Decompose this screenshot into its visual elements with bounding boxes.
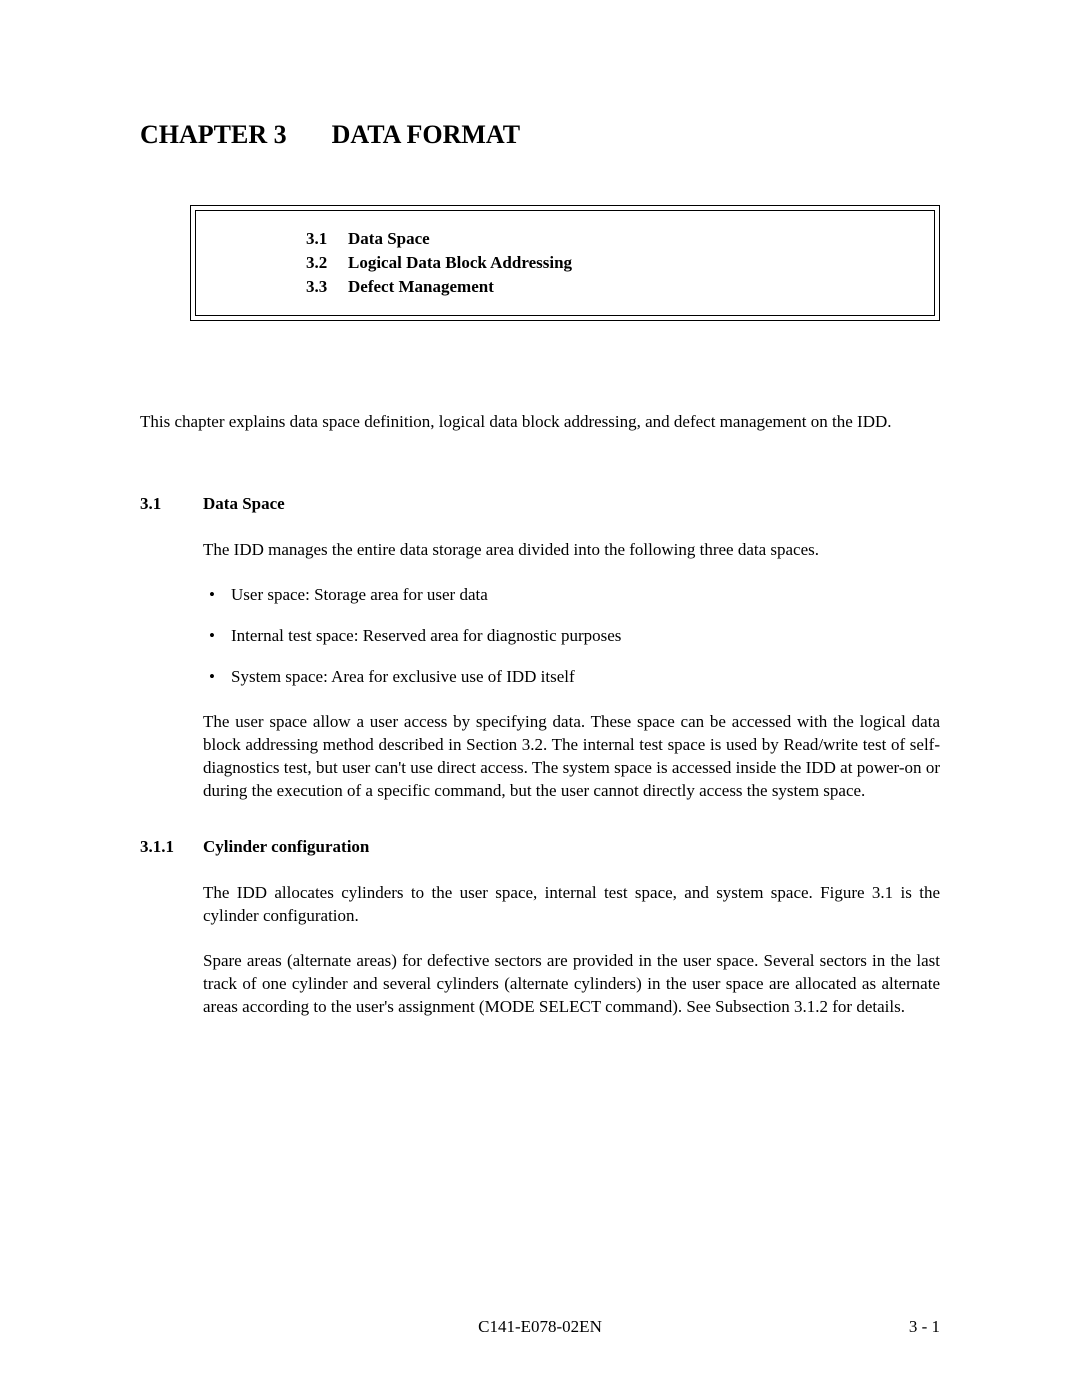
body-paragraph: The IDD manages the entire data storage … (203, 539, 940, 562)
bullet-text: User space: Storage area for user data (231, 584, 488, 607)
chapter-name: DATA FORMAT (332, 120, 521, 149)
intro-paragraph: This chapter explains data space definit… (140, 411, 940, 434)
section-number: 3.1 (140, 494, 203, 514)
chapter-title: CHAPTER 3 DATA FORMAT (140, 120, 940, 150)
list-item: • Internal test space: Reserved area for… (203, 625, 940, 648)
toc-box-inner: 3.1 Data Space 3.2 Logical Data Block Ad… (195, 210, 935, 316)
section-heading: 3.1 Data Space (140, 494, 940, 514)
body-paragraph: Spare areas (alternate areas) for defect… (203, 950, 940, 1019)
section-title: Data Space (203, 494, 285, 514)
toc-title: Logical Data Block Addressing (348, 253, 572, 273)
toc-title: Data Space (348, 229, 430, 249)
toc-num: 3.2 (306, 253, 348, 273)
body-paragraph: The user space allow a user access by sp… (203, 711, 940, 803)
bullet-icon: • (203, 584, 231, 607)
bullet-text: System space: Area for exclusive use of … (231, 666, 575, 689)
footer-page-number: 3 - 1 (909, 1317, 940, 1337)
toc-box: 3.1 Data Space 3.2 Logical Data Block Ad… (190, 205, 940, 321)
body-paragraph: The IDD allocates cylinders to the user … (203, 882, 940, 928)
toc-title: Defect Management (348, 277, 494, 297)
footer-doc-id: C141-E078-02EN (478, 1317, 602, 1337)
subsection-heading: 3.1.1 Cylinder configuration (140, 837, 940, 857)
page-footer: C141-E078-02EN 3 - 1 (140, 1317, 940, 1337)
toc-row: 3.1 Data Space (306, 229, 914, 249)
bullet-icon: • (203, 625, 231, 648)
bullet-icon: • (203, 666, 231, 689)
toc-row: 3.2 Logical Data Block Addressing (306, 253, 914, 273)
bullet-text: Internal test space: Reserved area for d… (231, 625, 621, 648)
subsection-number: 3.1.1 (140, 837, 203, 857)
toc-num: 3.3 (306, 277, 348, 297)
list-item: • User space: Storage area for user data (203, 584, 940, 607)
bullet-list: • User space: Storage area for user data… (203, 584, 940, 689)
subsection-title: Cylinder configuration (203, 837, 369, 857)
chapter-label: CHAPTER 3 (140, 120, 287, 150)
list-item: • System space: Area for exclusive use o… (203, 666, 940, 689)
toc-row: 3.3 Defect Management (306, 277, 914, 297)
toc-num: 3.1 (306, 229, 348, 249)
